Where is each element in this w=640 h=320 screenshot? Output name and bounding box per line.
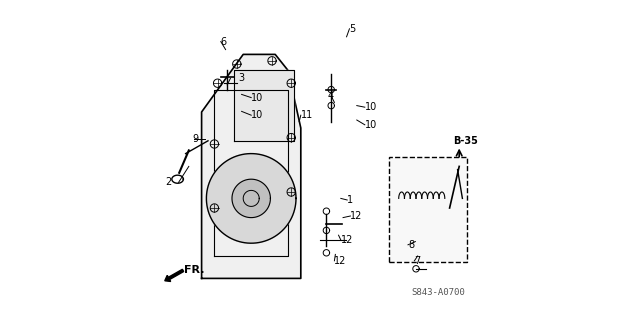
Text: 1: 1 <box>347 195 353 205</box>
Bar <box>388 157 467 262</box>
Text: 11: 11 <box>301 110 313 120</box>
Text: FR.: FR. <box>184 265 205 275</box>
Text: 10: 10 <box>365 120 377 130</box>
Polygon shape <box>202 54 301 278</box>
Polygon shape <box>234 70 294 141</box>
Text: 9: 9 <box>192 134 198 144</box>
Text: 6: 6 <box>221 36 227 47</box>
Text: 12: 12 <box>340 235 353 245</box>
Text: 12: 12 <box>334 256 347 266</box>
Text: 7: 7 <box>415 256 420 266</box>
Polygon shape <box>232 179 270 218</box>
Polygon shape <box>207 154 296 243</box>
Text: 10: 10 <box>251 92 264 103</box>
Text: 3: 3 <box>239 73 244 84</box>
Text: 2: 2 <box>165 177 172 188</box>
Text: B-35: B-35 <box>453 136 477 146</box>
Text: S843-A0700: S843-A0700 <box>412 288 465 297</box>
Text: 10: 10 <box>365 102 377 112</box>
Text: 10: 10 <box>251 110 264 120</box>
Text: 12: 12 <box>351 211 363 221</box>
Text: 8: 8 <box>408 240 414 250</box>
FancyArrow shape <box>164 269 184 282</box>
Text: 5: 5 <box>349 24 356 34</box>
Text: 4: 4 <box>328 91 334 101</box>
